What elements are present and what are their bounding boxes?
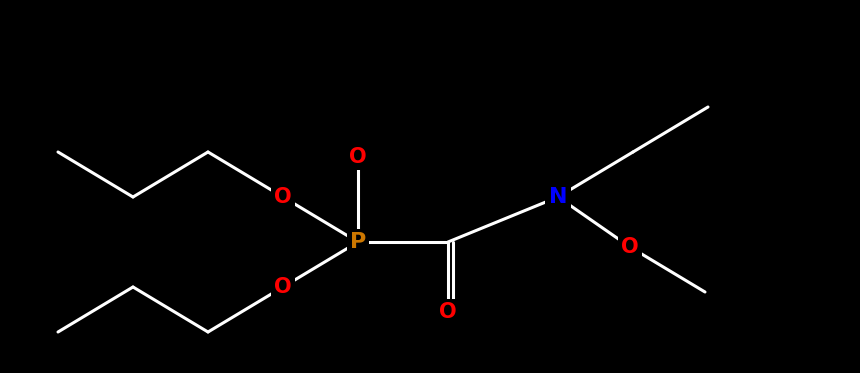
Text: O: O [274,187,292,207]
Text: N: N [549,187,568,207]
Text: O: O [621,237,639,257]
Text: O: O [274,277,292,297]
Text: O: O [349,147,367,167]
Text: P: P [350,232,366,252]
Text: O: O [439,302,457,322]
